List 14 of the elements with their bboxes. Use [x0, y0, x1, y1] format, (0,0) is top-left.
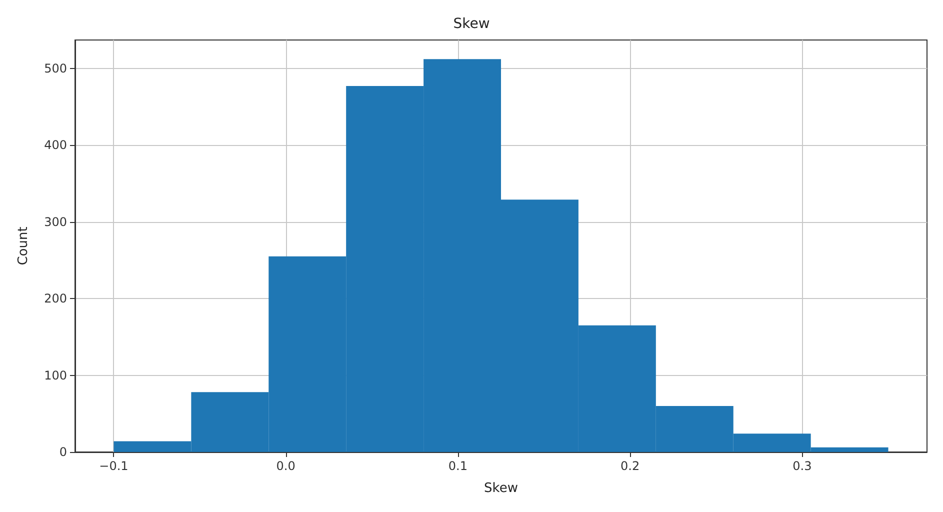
- chart-title: Skew: [453, 16, 490, 32]
- x-tick-label: 0.3: [792, 459, 812, 473]
- y-tick-label: 300: [44, 214, 67, 229]
- y-axis-title: Count: [16, 226, 31, 266]
- y-tick-label: 100: [44, 368, 67, 382]
- x-tick-label: 0.1: [448, 459, 468, 473]
- y-tick-label: 0: [59, 445, 67, 459]
- y-tick-label: 400: [44, 138, 67, 152]
- x-tick-label: 0.0: [276, 459, 296, 473]
- x-axis-title: Skew: [484, 481, 518, 496]
- y-tick-label: 500: [44, 61, 67, 76]
- y-tick-label: 200: [44, 292, 67, 306]
- x-tick-label: 0.2: [620, 459, 640, 473]
- x-tick-label: −0.1: [99, 459, 128, 473]
